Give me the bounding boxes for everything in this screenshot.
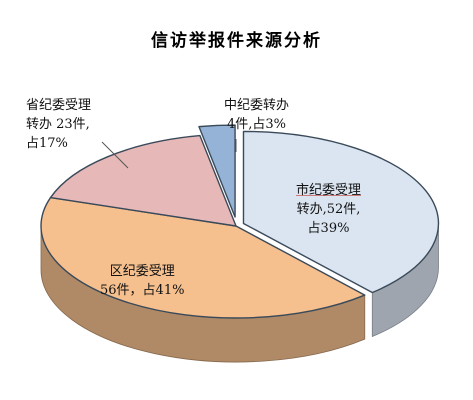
slice-label-line: 转办,52件, — [296, 202, 361, 217]
slice-label-district: 区纪委受理 56件，占41% — [100, 262, 184, 300]
slice-label-line: 市纪委受理 — [296, 183, 362, 198]
slice-label-central: 中纪委转办 4件,占3% — [224, 96, 289, 134]
pie-slice-2 — [49, 134, 237, 227]
pie-top-faces — [40, 124, 440, 319]
slice-label-line: 省纪委受理 — [26, 98, 92, 113]
slice-label-city: 市纪委受理 转办,52件, 占39% — [296, 181, 361, 238]
leader-line-2 — [101, 141, 129, 169]
slice-label-line: 区纪委受理 — [109, 264, 175, 279]
leader-lines — [101, 139, 237, 169]
slice-label-province: 省纪委受理 转办 23件, 占17% — [26, 96, 91, 153]
slice-label-line: 占17% — [26, 136, 68, 151]
pie-slice-1 — [40, 196, 366, 319]
slice-label-line: 占39% — [307, 221, 350, 236]
slice-label-line: 56件，占41% — [100, 283, 185, 298]
chart-title: 信访举报件来源分析 — [151, 31, 322, 51]
pie-slice-3 — [198, 124, 236, 218]
slice-label-line: 4件,占3% — [226, 117, 287, 132]
slice-label-line: 中纪委转办 — [224, 98, 290, 113]
slice-label-line: 转办 23件, — [26, 117, 90, 132]
pie-slice-0 — [242, 130, 440, 294]
